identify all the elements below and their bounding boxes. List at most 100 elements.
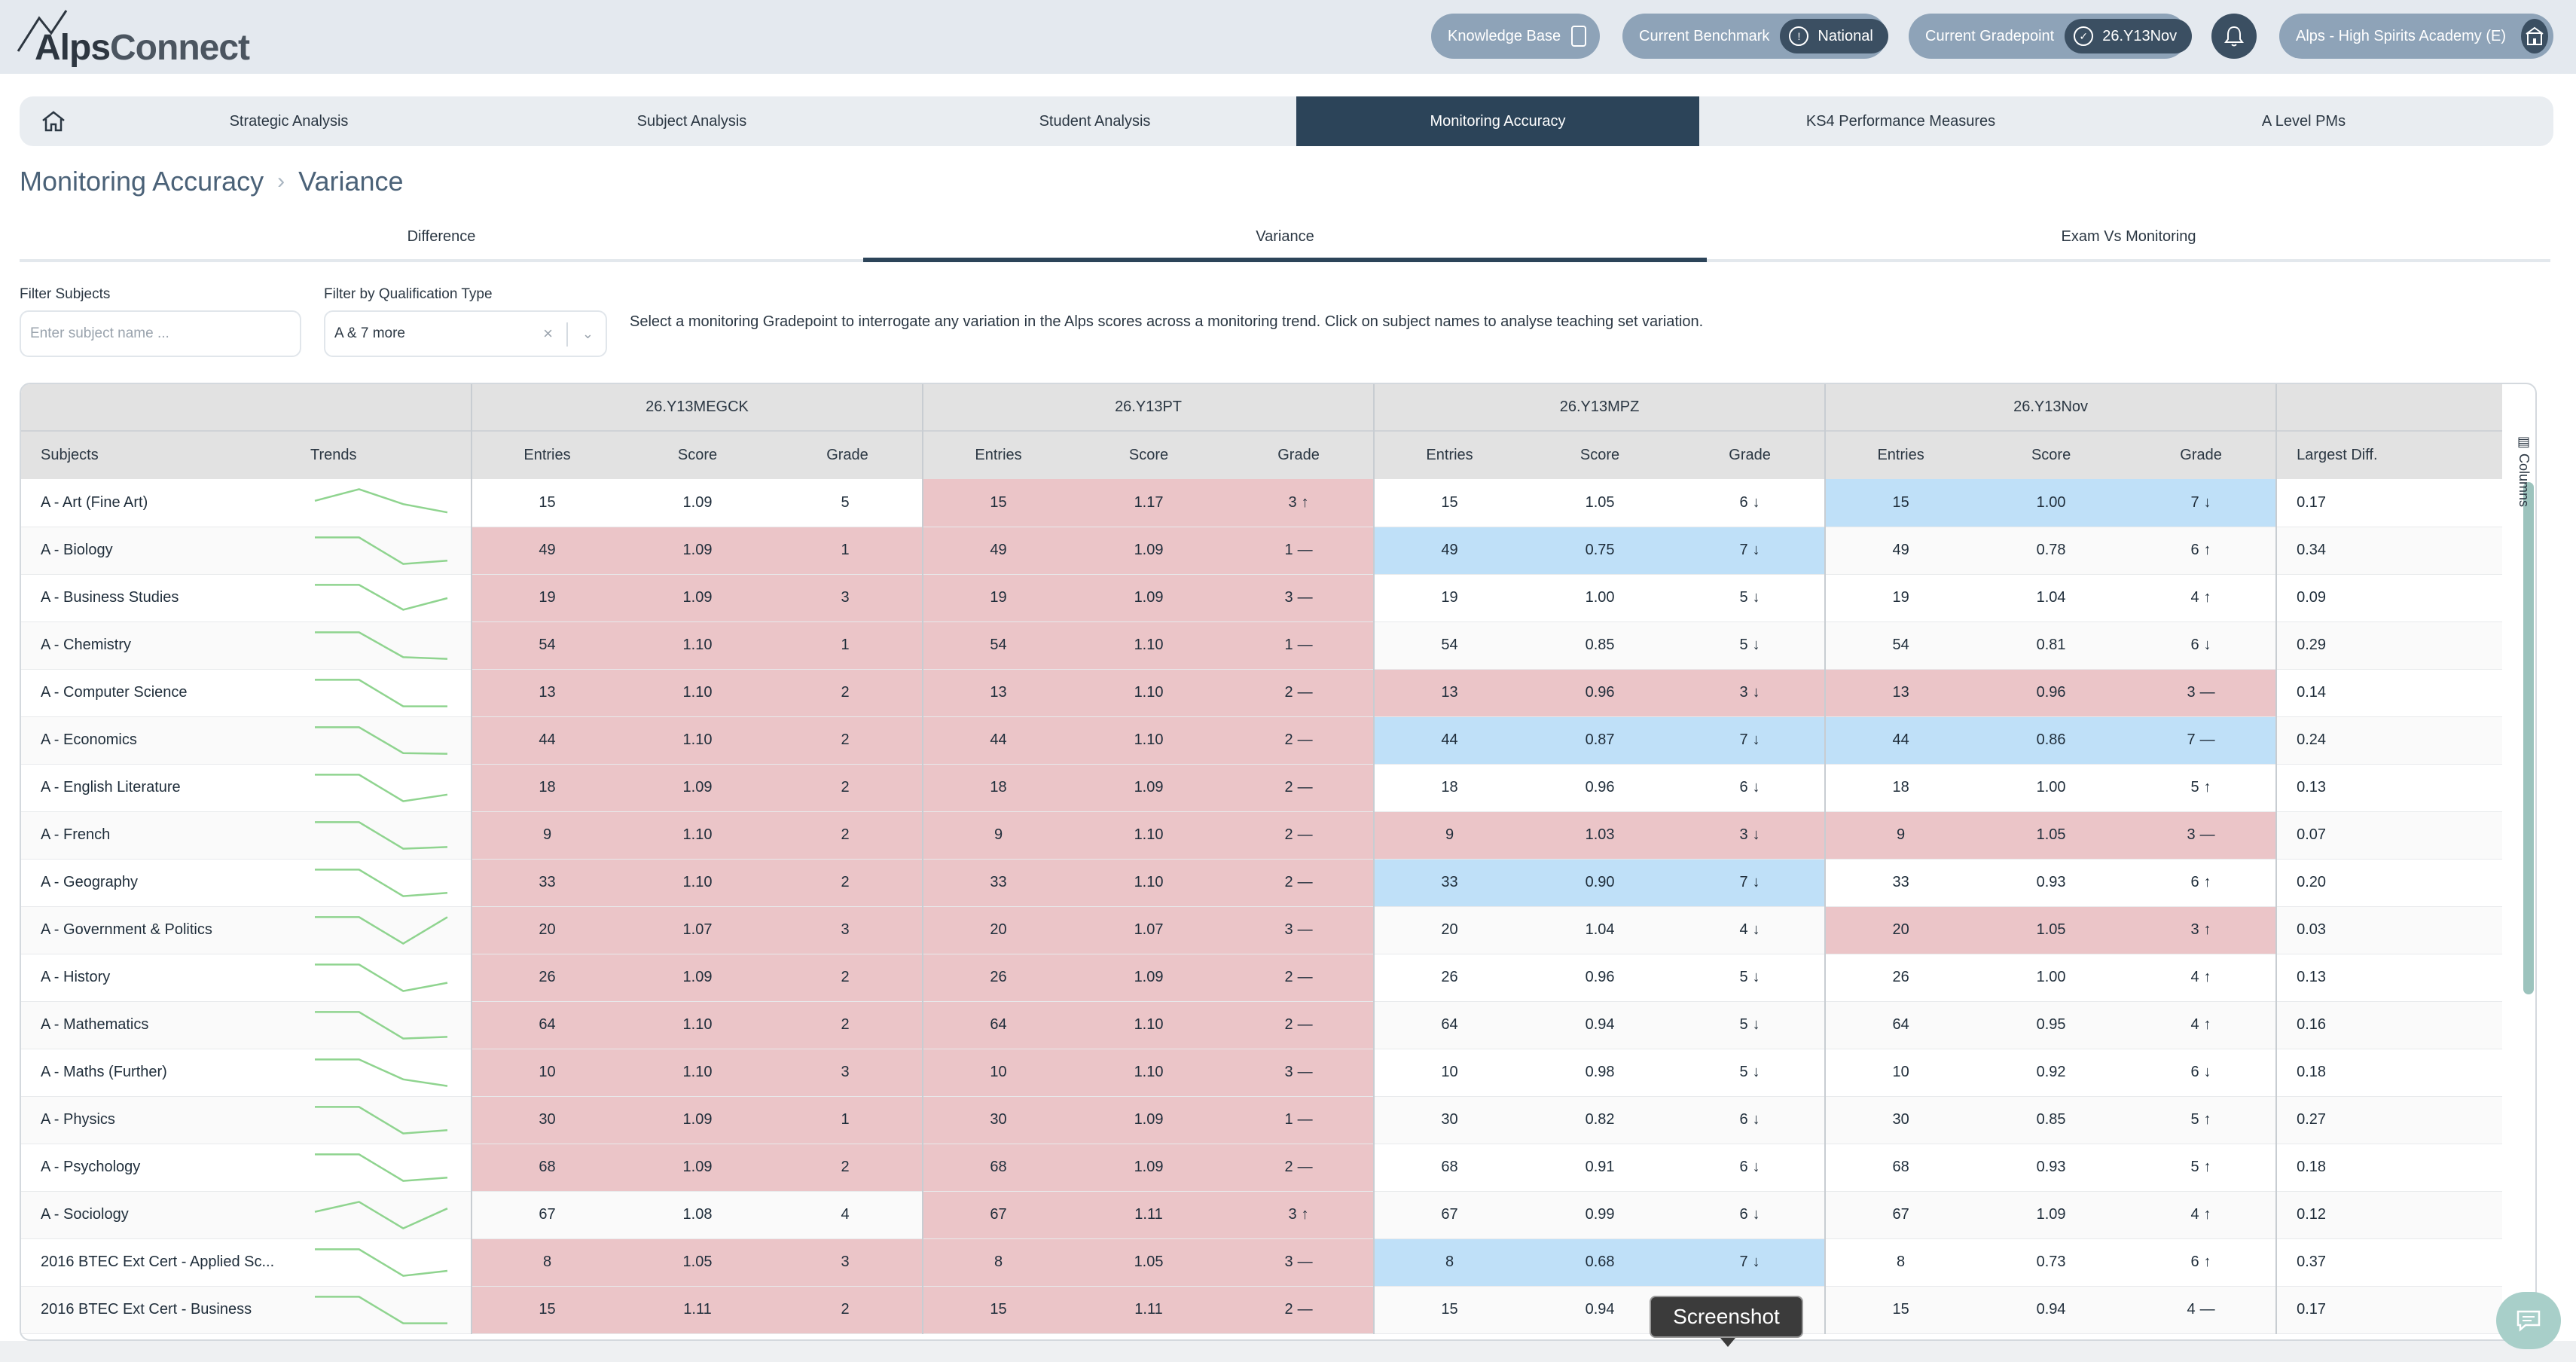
qualification-type-select[interactable]: A & 7 more × ⌄ [324, 310, 607, 357]
trend-arrow-icon: ↑ [2203, 589, 2211, 606]
subject-link[interactable]: A - Chemistry [21, 621, 291, 670]
home-button[interactable] [20, 96, 87, 146]
tab-a-level-pms[interactable]: A Level PMs [2261, 112, 2346, 130]
chat-button[interactable] [2496, 1292, 2561, 1349]
group-header-tail [2275, 384, 2503, 431]
subject-link[interactable]: A - French [21, 811, 291, 860]
grade-cell: 6 ↓ [1675, 1144, 1826, 1192]
columns-panel-toggle[interactable]: ▤ Columns [2516, 434, 2532, 507]
col-trends[interactable]: Trends [291, 430, 472, 479]
grade-value: 4 [2190, 589, 2199, 606]
largest-diff-cell: 0.34 [2275, 527, 2503, 575]
largest-diff-cell: 0.17 [2275, 479, 2503, 527]
chevron-down-icon[interactable]: ⌄ [581, 325, 594, 341]
logo-text: AlpsConnect [35, 28, 250, 68]
trend-arrow-icon: ↑ [2203, 921, 2211, 938]
school-icon [2520, 19, 2548, 53]
entries-cell: 64 [1824, 1001, 1976, 1049]
col-score[interactable]: Score [1976, 430, 2127, 479]
info-icon: ! [1789, 26, 1809, 46]
col-grade[interactable]: Grade [1224, 430, 1375, 479]
subject-link[interactable]: A - Computer Science [21, 669, 291, 717]
subtab-difference[interactable]: Difference [407, 228, 476, 245]
tab-subject-analysis[interactable]: Subject Analysis [636, 112, 747, 130]
entries-cell: 67 [922, 1191, 1074, 1239]
col-entries[interactable]: Entries [1373, 430, 1525, 479]
col-largest-diff[interactable]: Largest Diff. [2275, 430, 2503, 479]
subject-link[interactable]: A - Economics [21, 716, 291, 765]
select-divider [566, 322, 568, 347]
grade-cell: 5 ↑ [2126, 1144, 2277, 1192]
score-cell: 0.86 [1976, 716, 2127, 765]
score-cell: 1.04 [1976, 574, 2127, 622]
subject-link[interactable]: A - History [21, 954, 291, 1002]
subject-link[interactable]: 2016 BTEC Ext Cert - Applied Sc... [21, 1238, 291, 1287]
col-grade[interactable]: Grade [1675, 430, 1826, 479]
subject-link[interactable]: 2016 BTEC Ext Cert - Business [21, 1286, 291, 1334]
tab-monitoring-accuracy[interactable]: Monitoring Accuracy [1296, 96, 1699, 146]
tab-strategic-analysis[interactable]: Strategic Analysis [229, 112, 349, 130]
trend-line [314, 1105, 447, 1134]
subject-link[interactable]: A - Biology [21, 527, 291, 575]
knowledge-base-button[interactable]: Knowledge Base [1431, 14, 1600, 59]
table-scrollbar[interactable] [2523, 482, 2534, 994]
subject-link[interactable]: A - Psychology [21, 1144, 291, 1192]
largest-diff-cell: 0.24 [2275, 716, 2503, 765]
tab-ks4-performance-measures[interactable]: KS4 Performance Measures [1805, 112, 1996, 130]
entries-cell: 10 [1824, 1049, 1976, 1097]
col-grade[interactable]: Grade [2126, 430, 2277, 479]
col-grade[interactable]: Grade [773, 430, 923, 479]
grade-value: 3 [841, 1254, 850, 1270]
score-cell: 1.10 [1073, 1001, 1225, 1049]
filter-subjects-input[interactable]: Enter subject name ... [20, 310, 301, 357]
subject-link[interactable]: A - Government & Politics [21, 906, 291, 954]
benchmark-selector[interactable]: Current Benchmark ! National [1622, 14, 1888, 59]
entries-cell: 68 [1824, 1144, 1976, 1192]
subject-link[interactable]: A - Geography [21, 859, 291, 907]
col-entries[interactable]: Entries [471, 430, 622, 479]
grade-value: 3 [2187, 684, 2196, 701]
score-cell: 0.96 [1525, 764, 1676, 812]
subject-link[interactable]: A - English Literature [21, 764, 291, 812]
table-row: 2016 BTEC Ext Cert - Business 15 1.11 2 15 1.… [21, 1286, 2503, 1334]
subject-link[interactable]: A - Mathematics [21, 1001, 291, 1049]
score-cell: 0.96 [1525, 954, 1676, 1002]
grade-value: 2 [1284, 874, 1293, 890]
trend-sparkline [291, 906, 472, 954]
trend-arrow-icon: ↑ [2203, 542, 2211, 558]
clear-icon[interactable]: × [543, 324, 553, 343]
trend-arrow-icon: ↓ [1752, 1111, 1760, 1128]
col-score[interactable]: Score [622, 430, 773, 479]
subject-link[interactable]: A - Sociology [21, 1191, 291, 1239]
tab-student-analysis[interactable]: Student Analysis [1039, 112, 1151, 130]
alps-connect-logo[interactable]: AlpsConnect [17, 8, 250, 68]
grade-value: 4 [841, 1206, 850, 1223]
col-subjects[interactable]: Subjects [21, 430, 291, 479]
school-selector[interactable]: Alps - High Spirits Academy (E) [2279, 14, 2553, 59]
col-entries[interactable]: Entries [1824, 430, 1976, 479]
col-score[interactable]: Score [1073, 430, 1225, 479]
col-score[interactable]: Score [1525, 430, 1676, 479]
home-icon [42, 111, 65, 132]
trend-arrow-icon: ↓ [1752, 874, 1760, 890]
table-body: A - Art (Fine Art) 15 1.09 5 15 1.17 3 ↑ 15 1.05 6… [21, 479, 2503, 1334]
trend-arrow-icon: — [1297, 1064, 1313, 1080]
breadcrumb-section[interactable]: Monitoring Accuracy [20, 166, 264, 197]
subtab-variance[interactable]: Variance [863, 214, 1707, 262]
trend-line [314, 868, 447, 897]
gradepoint-selector[interactable]: Current Gradepoint ✓ 26.Y13Nov [1909, 14, 2193, 59]
chevron-right-icon: › [277, 169, 285, 194]
grade-cell: 2— [1224, 716, 1375, 765]
grade-value: 5 [1739, 1064, 1748, 1080]
subject-link[interactable]: A - Art (Fine Art) [21, 479, 291, 527]
entries-cell: 54 [471, 621, 622, 670]
col-entries[interactable]: Entries [922, 430, 1074, 479]
subject-link[interactable]: A - Business Studies [21, 574, 291, 622]
notifications-button[interactable] [2211, 14, 2257, 59]
subject-link[interactable]: A - Maths (Further) [21, 1049, 291, 1097]
score-cell: 1.09 [622, 527, 773, 575]
largest-diff-cell: 0.37 [2275, 1238, 2503, 1287]
subtab-exam-vs-monitoring[interactable]: Exam Vs Monitoring [2061, 228, 2196, 245]
score-cell: 1.07 [622, 906, 773, 954]
subject-link[interactable]: A - Physics [21, 1096, 291, 1144]
